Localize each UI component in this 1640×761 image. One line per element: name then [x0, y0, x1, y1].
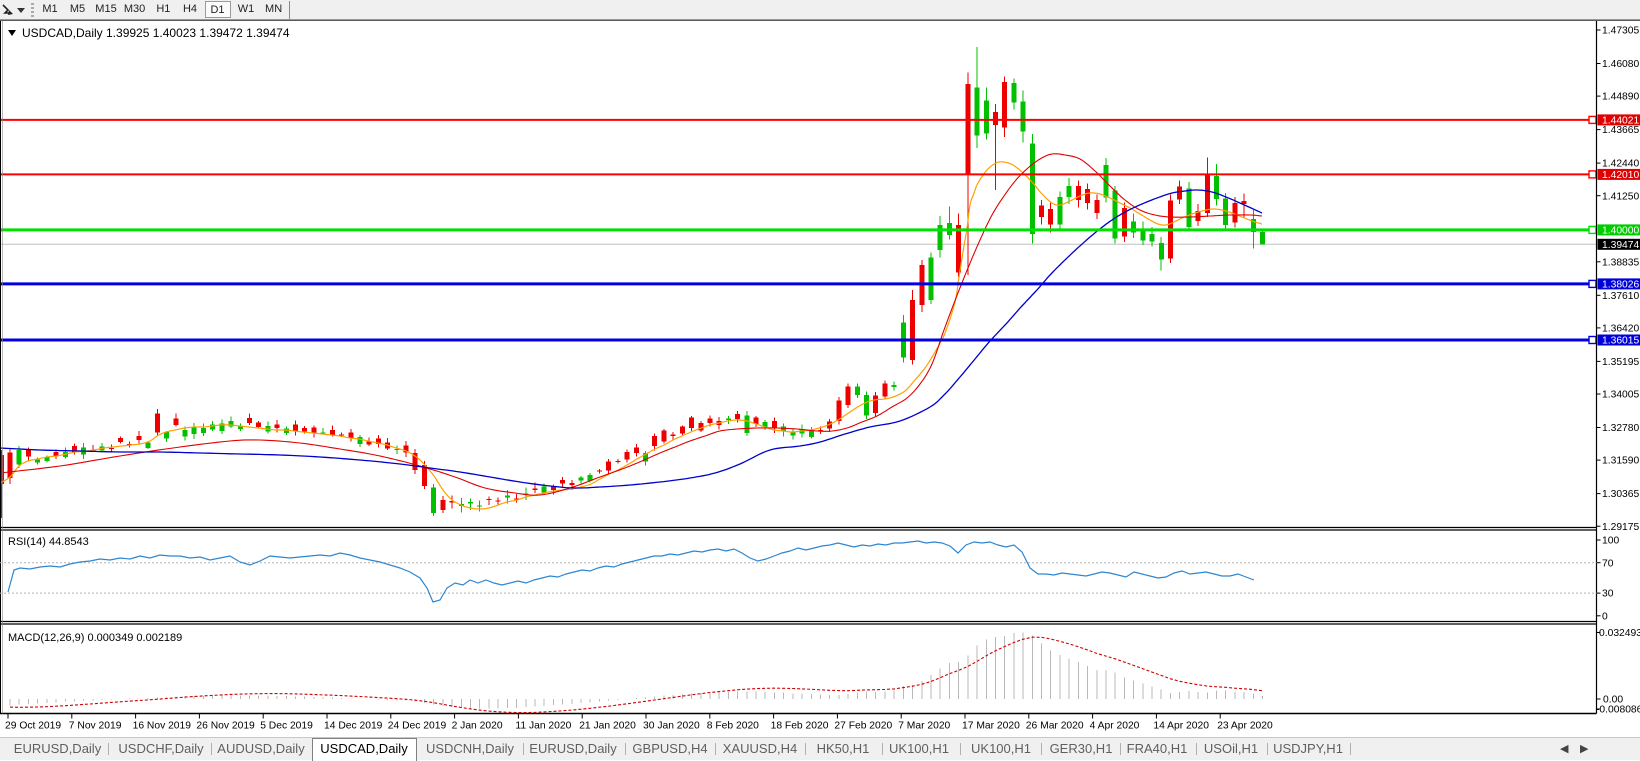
svg-text:MACD(12,26,9) 0.000349 0.00218: MACD(12,26,9) 0.000349 0.002189	[8, 632, 182, 644]
svg-text:5 Dec 2019: 5 Dec 2019	[260, 721, 313, 732]
svg-text:16 Nov 2019: 16 Nov 2019	[133, 721, 192, 732]
svg-text:1.39474: 1.39474	[1602, 240, 1639, 251]
svg-text:1.34005: 1.34005	[1602, 390, 1639, 401]
svg-text:24 Dec 2019: 24 Dec 2019	[388, 721, 447, 732]
svg-text:1.31590: 1.31590	[1602, 456, 1639, 467]
svg-text:1.47305: 1.47305	[1602, 26, 1639, 37]
svg-text:11 Jan 2020: 11 Jan 2020	[515, 721, 571, 732]
svg-text:27 Feb 2020: 27 Feb 2020	[834, 721, 892, 732]
svg-text:70: 70	[1602, 558, 1614, 569]
svg-text:4 Apr 2020: 4 Apr 2020	[1090, 721, 1140, 732]
svg-text:0.032493: 0.032493	[1599, 628, 1640, 639]
svg-text:1.38835: 1.38835	[1602, 257, 1639, 268]
svg-text:1.36015: 1.36015	[1602, 336, 1639, 347]
svg-text:1.38026: 1.38026	[1602, 280, 1639, 291]
svg-text:26 Mar 2020: 26 Mar 2020	[1026, 721, 1084, 732]
svg-text:23 Apr 2020: 23 Apr 2020	[1217, 721, 1273, 732]
svg-text:1.43665: 1.43665	[1602, 125, 1639, 136]
svg-text:RSI(14) 44.8543: RSI(14) 44.8543	[8, 536, 89, 548]
svg-text:26 Nov 2019: 26 Nov 2019	[196, 721, 255, 732]
svg-text:1.32780: 1.32780	[1602, 423, 1639, 434]
svg-text:1.42010: 1.42010	[1602, 170, 1639, 181]
svg-text:14 Apr 2020: 14 Apr 2020	[1153, 721, 1209, 732]
svg-text:1.29175: 1.29175	[1602, 522, 1639, 533]
svg-text:1.37610: 1.37610	[1602, 291, 1639, 302]
svg-text:100: 100	[1602, 536, 1619, 547]
svg-text:30 Jan 2020: 30 Jan 2020	[643, 721, 700, 732]
svg-text:1.30365: 1.30365	[1602, 489, 1639, 500]
svg-text:18 Feb 2020: 18 Feb 2020	[771, 721, 829, 732]
svg-text:29 Oct 2019: 29 Oct 2019	[5, 721, 61, 732]
svg-text:2 Jan 2020: 2 Jan 2020	[452, 721, 503, 732]
svg-text:1.44890: 1.44890	[1602, 92, 1639, 103]
svg-text:1.44021: 1.44021	[1602, 116, 1639, 127]
svg-text:7 Nov 2019: 7 Nov 2019	[69, 721, 122, 732]
svg-text:1.46080: 1.46080	[1602, 59, 1639, 70]
svg-text:8 Feb 2020: 8 Feb 2020	[707, 721, 759, 732]
svg-text:1.41250: 1.41250	[1602, 191, 1639, 202]
svg-text:30: 30	[1602, 589, 1614, 600]
svg-text:14 Dec 2019: 14 Dec 2019	[324, 721, 383, 732]
svg-text:1.35195: 1.35195	[1602, 357, 1639, 368]
svg-text:21 Jan 2020: 21 Jan 2020	[579, 721, 636, 732]
svg-text:1.42440: 1.42440	[1602, 159, 1639, 170]
svg-text:7 Mar 2020: 7 Mar 2020	[898, 721, 950, 732]
svg-text:1.40000: 1.40000	[1602, 226, 1639, 237]
svg-text:0: 0	[1602, 611, 1608, 622]
svg-text:17 Mar 2020: 17 Mar 2020	[962, 721, 1020, 732]
svg-text:-0.008086: -0.008086	[1596, 705, 1640, 716]
svg-text:1.36420: 1.36420	[1602, 324, 1639, 335]
svg-text:USDCAD,Daily 1.39925 1.40023: USDCAD,Daily 1.39925 1.40023 1.39472 1.3…	[22, 26, 290, 40]
